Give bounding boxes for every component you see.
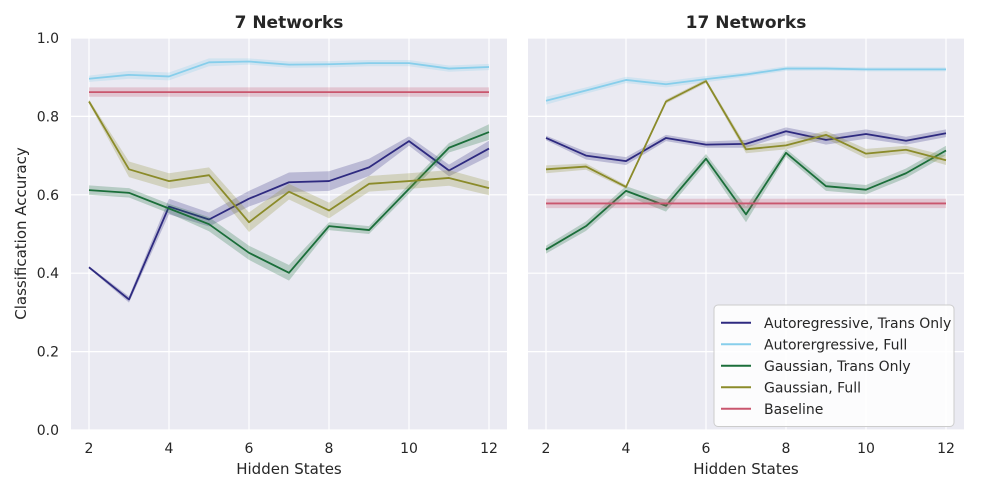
x-tick-label: 10 (857, 441, 875, 457)
legend: Autoregressive, Trans Only Autorergressiv… (713, 304, 955, 427)
plot-area (71, 38, 507, 430)
x-tick-label: 12 (937, 441, 955, 457)
panel-title: 7 Networks (235, 13, 344, 33)
y-tick-label: 0.0 (37, 423, 59, 439)
legend-label: Baseline (764, 402, 823, 418)
line-gaussian-full (88, 101, 490, 224)
x-tick-label: 2 (542, 441, 551, 457)
panel-title: 17 Networks (686, 13, 807, 33)
x-tick-label: 12 (480, 441, 498, 457)
series-group (88, 58, 490, 303)
y-tick-label: 0.4 (37, 266, 59, 282)
y-tick-label: 0.8 (37, 109, 59, 125)
panel-7-networks: 0.0 0.2 0.4 0.6 0.8 1.0 2 4 6 8 10 12 Hidden States 7… (37, 13, 507, 478)
line-gaussian-trans-only (88, 131, 490, 274)
x-tick-label: 2 (85, 441, 94, 457)
x-axis-label: Hidden States (236, 460, 342, 478)
ci-band-autorergressive-full (89, 58, 489, 82)
legend-label: Autoregressive, Trans Only (764, 316, 951, 332)
line-autoregressive-trans-only (88, 140, 490, 301)
line-autoregressive-trans-only (545, 130, 947, 162)
series-group (545, 66, 947, 254)
legend-label: Autorergressive, Full (764, 337, 907, 353)
x-tick-label: 8 (325, 441, 334, 457)
x-tick-label: 6 (702, 441, 711, 457)
legend-label: Gaussian, Trans Only (764, 359, 911, 375)
x-tick-label: 6 (245, 441, 254, 457)
x-tick-label: 10 (400, 441, 418, 457)
legend-label: Gaussian, Full (764, 380, 861, 396)
x-tick-label: 8 (782, 441, 791, 457)
y-axis-label: Classification Accuracy (12, 147, 30, 320)
line-autorergressive-full (545, 67, 946, 102)
y-tick-label: 0.6 (37, 188, 59, 204)
x-axis-label: Hidden States (693, 460, 799, 478)
y-tick-label: 1.0 (37, 31, 59, 47)
y-tick-label: 0.2 (37, 345, 59, 361)
legend-frame (713, 304, 955, 427)
line-autorergressive-full (88, 60, 490, 80)
x-tick-label: 4 (622, 441, 631, 457)
line-gaussian-full (545, 80, 947, 188)
x-tick-label: 4 (165, 441, 174, 457)
